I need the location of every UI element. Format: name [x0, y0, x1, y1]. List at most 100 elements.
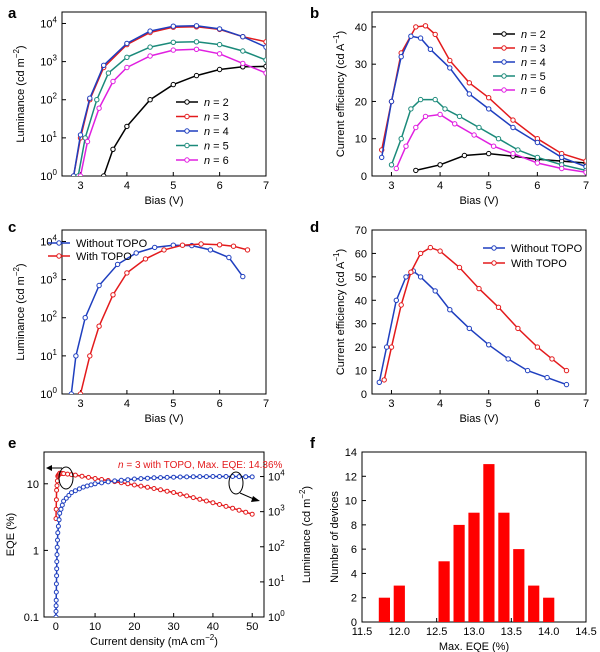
x-tick-label: 5: [486, 180, 492, 192]
data-point: [388, 98, 395, 105]
data-point: [217, 474, 222, 479]
data-point: [510, 124, 516, 131]
y-tick-label: 20: [355, 96, 367, 108]
data-point: [53, 608, 59, 614]
data-point: [456, 113, 463, 120]
y-axis-label-close: ): [15, 263, 27, 267]
panel-e: e 0 10 20 30 40 500.1110100101102103104Curren…: [5, 435, 313, 648]
data-point: [72, 472, 78, 478]
data-point: [216, 66, 223, 73]
y-tick-label: 10: [355, 134, 367, 146]
legend-marker: [501, 31, 507, 37]
data-point: [92, 476, 98, 481]
x-tick-label: 7: [583, 180, 589, 192]
legend-entry: With TOPO: [511, 258, 567, 270]
legend-entry: With TOPO: [76, 251, 132, 263]
data-point: [147, 97, 153, 103]
data-point: [515, 325, 521, 332]
histogram-bar: [468, 512, 480, 622]
tick-exp: 2: [53, 310, 58, 319]
plot-frame: [43, 451, 265, 618]
x-tick-label: 20: [128, 621, 140, 633]
plot-frame: [61, 11, 267, 177]
tick-base: 10: [268, 472, 280, 484]
data-point: [398, 54, 404, 60]
data-point: [216, 51, 223, 57]
data-point: [177, 491, 183, 497]
y-axis-label-sup: −2: [12, 267, 21, 277]
data-point: [515, 147, 521, 153]
data-point: [263, 44, 266, 50]
data-point: [244, 247, 251, 253]
y-tick-label: 0: [361, 389, 367, 401]
data-point: [544, 374, 550, 381]
panel-label: f: [310, 435, 316, 452]
legend-entry: n = 6: [204, 155, 229, 167]
data-point: [161, 247, 167, 253]
x-tick-label: 6: [534, 398, 540, 410]
x-tick-label: 3: [77, 398, 83, 410]
data-point: [240, 273, 246, 280]
data-point: [413, 167, 419, 174]
data-point: [171, 474, 177, 480]
data-point: [99, 480, 105, 486]
data-point: [534, 160, 541, 166]
data-point: [243, 509, 249, 515]
tick-exp: 0: [280, 609, 285, 618]
data-point: [263, 39, 266, 45]
data-point: [193, 39, 200, 45]
data-point: [427, 46, 434, 52]
x-tick-label: 7: [263, 398, 269, 410]
tick-exp: 3: [53, 272, 58, 281]
legend-rest: = 4: [527, 57, 546, 69]
legend-entry: n = 6: [521, 85, 546, 97]
data-point: [510, 150, 516, 157]
y-axis-label-sup: −1: [332, 34, 341, 44]
x-tick-label: 4: [437, 398, 443, 410]
tick-exp: 3: [53, 54, 58, 63]
data-point: [476, 124, 482, 131]
data-point: [125, 477, 131, 483]
x-tick-label: 10: [89, 621, 101, 633]
data-point: [79, 473, 85, 479]
data-point: [203, 498, 209, 504]
data-point: [77, 173, 84, 176]
data-point: [486, 106, 492, 112]
y-axis-label: Luminance (cd m−2): [12, 263, 27, 360]
data-point: [210, 474, 216, 479]
data-point: [70, 173, 77, 176]
data-point: [171, 490, 177, 495]
y-tick-label: 12: [345, 471, 357, 483]
data-point: [216, 26, 223, 32]
data-point: [203, 474, 209, 480]
tick-base: 10: [40, 171, 52, 183]
data-point: [190, 495, 196, 501]
y-tick-label: 50: [355, 272, 367, 284]
tick-exp: 4: [280, 469, 285, 478]
data-point: [393, 165, 399, 172]
data-point: [53, 497, 59, 503]
tick-base: 10: [268, 507, 280, 519]
series-line-2: [380, 35, 586, 168]
y2-axis-label: Luminance (cd m−2): [298, 486, 313, 583]
data-point: [164, 474, 170, 480]
data-point: [422, 113, 429, 120]
data-point: [190, 474, 196, 480]
data-point: [207, 247, 214, 253]
data-point: [53, 603, 59, 609]
data-point: [413, 124, 419, 131]
data-point: [170, 81, 177, 88]
data-point: [151, 475, 157, 481]
x-axis-label: Current density (mA cm−2): [90, 633, 218, 648]
data-point: [94, 97, 100, 103]
series-line-4: [395, 113, 586, 174]
annotation-italic: n: [118, 460, 124, 471]
tick-base: 10: [268, 542, 280, 554]
data-point: [147, 53, 153, 59]
data-point: [383, 344, 390, 350]
y-tick-label: 10: [355, 366, 367, 378]
tick-base: 10: [40, 57, 52, 69]
data-point: [427, 244, 434, 251]
tick-base: 10: [40, 95, 52, 107]
